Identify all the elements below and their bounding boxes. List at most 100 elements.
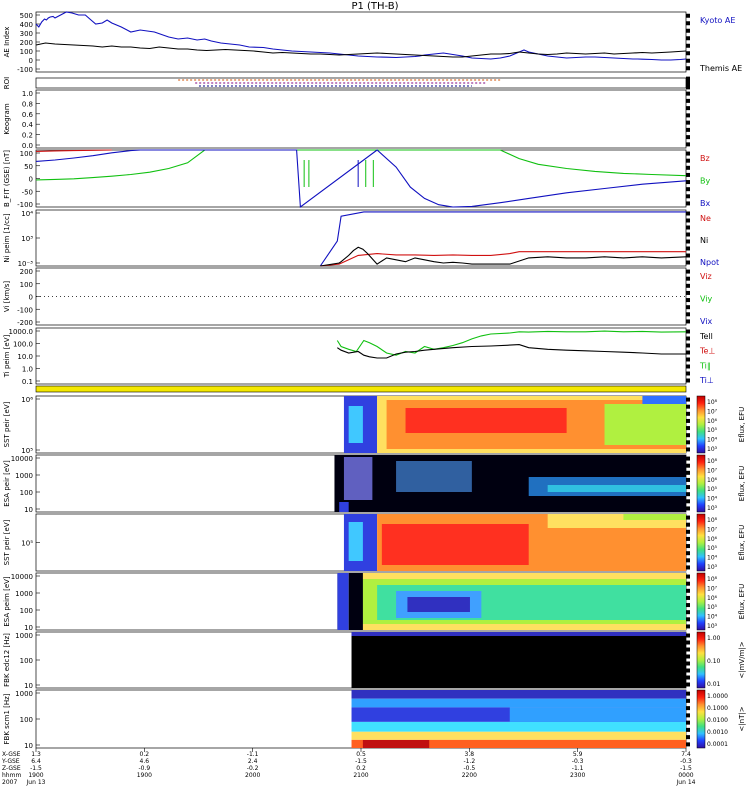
cbtick-fbk2: 0.0001 [707,741,728,748]
right-axis-tick [686,151,690,156]
right-axis-tick [686,647,690,652]
right-axis-tick [686,298,690,303]
cbtick-sst2: 10⁴ [707,555,718,562]
sst2-cyan-patch [348,522,363,561]
colorbar-sst1 [696,395,706,454]
right-axis-tick [686,371,690,376]
right-axis-tick [686,565,690,570]
ytick-esa2: 10000 [11,573,33,581]
right-axis-tick [686,378,690,383]
right-axis-tick [686,98,690,103]
right-axis-tick [686,319,690,324]
cbtick-esa1: 10⁶ [707,477,718,484]
right-axis-tick [686,499,690,504]
ytick-sst1: 10⁶ [21,396,33,404]
esa2-onset-blue [337,573,349,630]
right-axis-tick [686,305,690,310]
cbtick-fbk2: 1.0000 [707,693,728,700]
cbtick-fbk1: 0.01 [707,681,721,688]
cblabel-fbk1: <|mV/m|> [738,641,746,678]
right-axis-tick [686,253,690,258]
right-axis-tick [686,515,690,520]
cbtick-esa2: 10⁷ [707,585,718,592]
right-axis-tick [686,165,690,170]
right-axis-tick [686,624,690,629]
right-axis-tick [686,544,690,549]
right-axis-tick [686,698,690,703]
colorbar-fbk2 [696,689,706,749]
cbtick-sst2: 10⁸ [707,517,718,524]
cbtick-sst2: 10⁷ [707,526,718,533]
right-axis-tick [686,135,690,140]
cbtick-sst1: 10⁸ [707,399,718,406]
right-axis-tick [686,28,690,33]
footer-label-0: X-GSE [2,751,21,758]
footer-value-6-1: -0.3 [680,758,692,765]
right-axis-tick [686,85,690,90]
legend-density-0: Ne [700,214,711,223]
ytick-density: 10³ [21,235,33,243]
ytick-esa1: 100 [20,489,33,497]
right-axis-tick [686,610,690,615]
cbtick-fbk2: 0.1000 [707,705,728,712]
sst1-cyan-patch [348,406,363,443]
footer-value-1-3: 1900 [137,772,152,779]
cblabel-esa1: Eflux, EFU [738,466,746,501]
footer-value-3-2: 0.2 [356,765,366,772]
right-axis-tick [686,58,690,63]
ylabel-density: Ni peim [1/cc] [3,213,11,262]
sst2-red [381,524,529,565]
footer-value-3-1: -1.5 [355,758,367,765]
ytick-velocity: 100 [20,281,33,289]
ytick-temperature: 1.0 [22,366,33,374]
right-axis-tick [686,172,690,177]
right-axis-tick [686,246,690,251]
right-axis-tick [686,194,690,199]
footer-label-3: hhmm [2,772,21,779]
right-axis-tick [686,329,690,334]
right-axis-tick [686,551,690,556]
colorbar-sst2 [696,513,706,572]
right-axis-tick [686,404,690,409]
cbtick-esa2: 10⁶ [707,595,718,602]
footer-value-2-3: 2000 [245,772,260,779]
series-ae-themis-ae [35,42,687,58]
right-axis-tick [686,706,690,711]
legend-density-1: Ni [700,236,708,245]
right-axis-tick [686,225,690,230]
series-ae-kyoto-ae [35,11,687,61]
esa1-low-blue [339,502,349,512]
ytick-temperature: 0.1 [22,378,33,386]
esa1-onset-purple [343,457,373,500]
right-axis-tick [686,43,690,48]
ylabel-bfit: B_FIT (GSE) [nT] [3,150,11,207]
legend-temperature-1: Te⊥ [699,347,715,356]
ytick-fbk2: 10 [24,742,33,750]
fbk2-red-strip [362,740,430,748]
ytick-fbk1: 10 [24,682,33,690]
ytick-fbk2: 100 [20,716,33,724]
footer-value-4-0: 3.8 [465,751,475,758]
right-axis-tick [686,668,690,673]
cbtick-esa1: 10⁵ [707,486,718,493]
ylabel-fbk1: FBK edc12 [Hz] [3,633,11,687]
footer-value-5-2: -1.1 [572,765,584,772]
footer-label-4: 2007 [2,779,17,786]
right-axis-tick [686,477,690,482]
right-axis-tick [686,447,690,452]
cbtick-esa2: 10⁸ [707,576,718,583]
right-axis-tick [686,276,690,281]
ylabel-esa2: ESA peim [eV] [3,576,11,627]
right-axis-tick [686,506,690,511]
legend-temperature-3: Ti⊥ [699,376,714,385]
ytick-velocity: -200 [17,319,33,327]
chart-title: P1 (TH-B) [351,1,398,12]
right-axis-tick [686,640,690,645]
footer-value-6-2: -1.5 [680,765,692,772]
series-temperature-te [336,330,687,356]
ytick-esa1: 10 [24,506,33,514]
cbtick-sst1: 10⁶ [707,418,718,425]
right-axis-tick [686,127,690,132]
esa1-cyan-band [547,485,686,492]
footer-value-4-3: 2200 [462,772,477,779]
